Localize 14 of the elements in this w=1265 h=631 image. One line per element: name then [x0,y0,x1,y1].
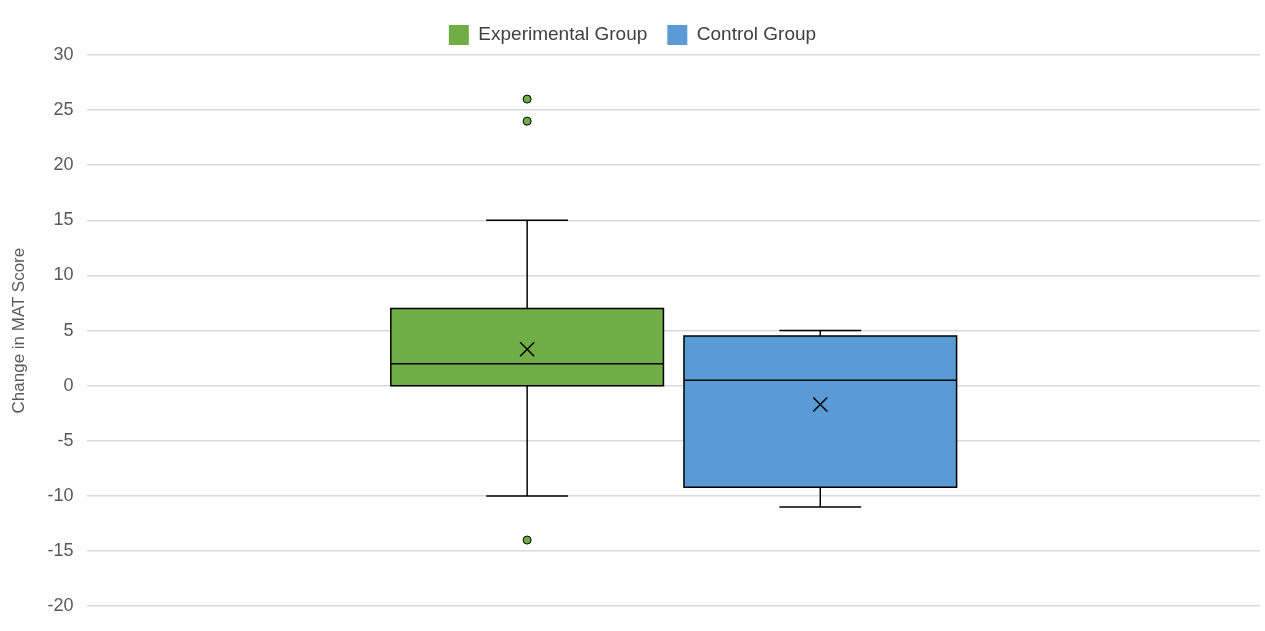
y-tick-label: 30 [53,43,74,64]
y-axis-title: Change in MAT Score [8,247,28,414]
y-tick-label: -10 [47,484,74,505]
y-tick-label: 0 [63,374,74,395]
y-tick-label: 10 [53,264,74,285]
y-tick-label: 15 [53,209,74,230]
legend-label: Control Group [696,23,817,45]
y-tick-label: -15 [47,540,74,561]
y-tick-label: 5 [63,319,74,340]
legend-label: Experimental Group [478,23,648,45]
y-tick-label: 25 [53,99,74,120]
y-tick-label: -5 [57,429,74,450]
y-tick-label: 20 [53,154,74,175]
y-tick-label: -20 [47,595,74,616]
